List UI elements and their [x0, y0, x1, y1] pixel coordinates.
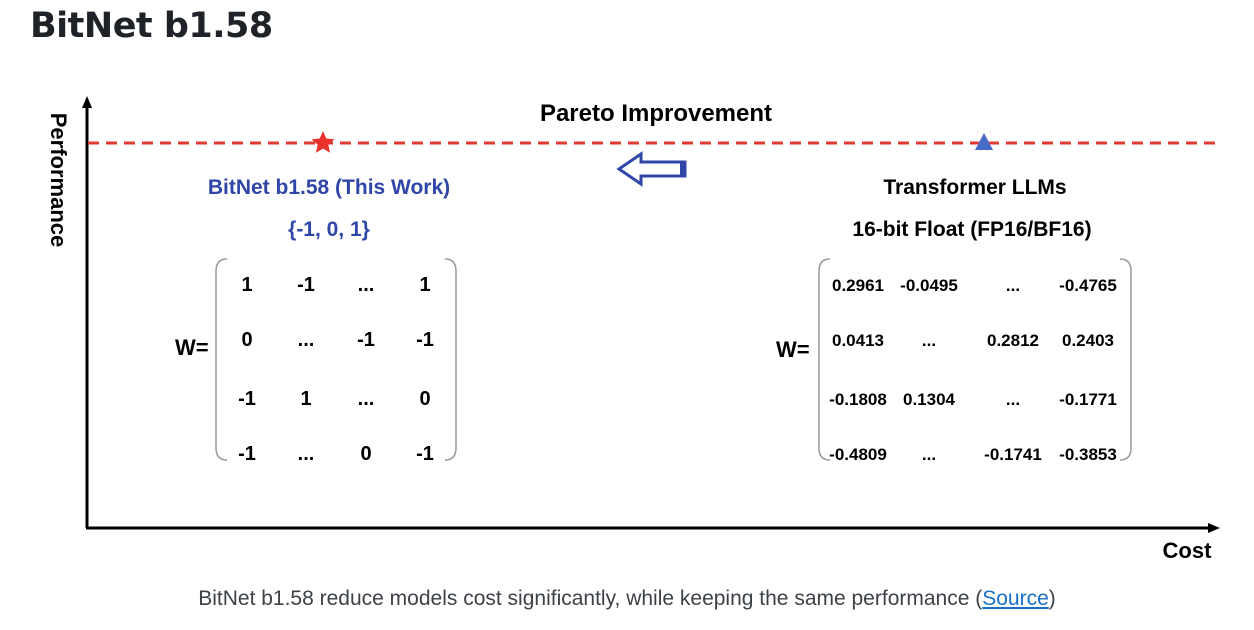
transformer-cell-r1c1: 0.2961 [832, 276, 884, 295]
transformer-triangle-marker [975, 133, 993, 150]
improvement-arrow-tail [680, 162, 686, 176]
bitnet-cell-r2c3: -1 [357, 329, 375, 351]
transformer-cell-r2c2: ... [922, 331, 936, 350]
transformer-cell-r3c2: 0.1304 [903, 390, 956, 409]
bitnet-cell-r4c1: -1 [238, 443, 256, 465]
bitnet-matrix-right-bracket [444, 258, 457, 461]
bitnet-cell-r2c2: ... [298, 329, 315, 351]
bitnet-cell-r2c1: 0 [241, 329, 252, 351]
bitnet-cell-r3c4: 0 [419, 388, 430, 410]
pareto-improvement-label: Pareto Improvement [540, 100, 772, 127]
bitnet-star-marker [311, 131, 335, 153]
source-link[interactable]: Source [982, 587, 1049, 610]
transformer-cell-r4c3: -0.1741 [984, 445, 1042, 464]
bitnet-w-label: W= [175, 335, 209, 360]
bitnet-values: {-1, 0, 1} [288, 218, 370, 241]
transformer-weight-matrix: 0.2961 -0.0495... -0.4765 0.0413... 0.2812 0.… [829, 276, 1117, 464]
transformer-w-label: W= [776, 337, 810, 362]
bitnet-cell-r1c2: -1 [297, 274, 315, 296]
transformer-cell-r1c2: -0.0495 [900, 276, 958, 295]
transformer-cell-r4c2: ... [922, 445, 936, 464]
transformer-cell-r3c1: -0.1808 [829, 390, 887, 409]
bitnet-cell-r3c2: 1 [300, 388, 311, 410]
bitnet-title: BitNet b1.58 (This Work) [208, 176, 450, 199]
figure-caption: BitNet b1.58 reduce models cost signific… [0, 587, 1254, 611]
transformer-cell-r2c1: 0.0413 [832, 331, 884, 350]
transformer-cell-r2c3: 0.2812 [987, 331, 1039, 350]
caption-close: ) [1048, 587, 1056, 610]
transformer-cell-r3c3: ... [1006, 390, 1020, 409]
x-axis-label: Cost [1163, 538, 1213, 563]
transformer-cell-r3c4: -0.1771 [1059, 390, 1117, 409]
bitnet-cell-r3c3: ... [358, 388, 375, 410]
bitnet-cell-r1c4: 1 [419, 274, 430, 296]
bitnet-cell-r1c1: 1 [241, 274, 252, 296]
transformer-cell-r2c4: 0.2403 [1062, 331, 1114, 350]
transformer-cell-r1c4: -0.4765 [1059, 276, 1117, 295]
x-axis-arrowhead [1208, 523, 1220, 533]
transformer-matrix-left-bracket [818, 258, 831, 461]
bitnet-cell-r2c4: -1 [416, 329, 434, 351]
transformer-cell-r4c4: -0.3853 [1059, 445, 1117, 464]
transformer-subtitle: 16-bit Float (FP16/BF16) [852, 218, 1091, 241]
bitnet-cell-r4c2: ... [298, 443, 315, 465]
bitnet-cell-r4c4: -1 [416, 443, 434, 465]
y-axis-label: Performance [46, 113, 71, 248]
pareto-diagram: Performance Cost Pareto Improvement BitN… [46, 96, 1220, 563]
y-axis-arrowhead [82, 96, 92, 108]
transformer-cell-r4c1: -0.4809 [829, 445, 887, 464]
bitnet-cell-r1c3: ... [358, 274, 375, 296]
improvement-arrow-icon [616, 151, 687, 187]
bitnet-cell-r3c1: -1 [238, 388, 256, 410]
transformer-title: Transformer LLMs [883, 176, 1066, 199]
page-title: BitNet b1.58 [30, 6, 273, 46]
bitnet-weight-matrix: 1 -1... 1 0... -1 -1 -1 1... 0 -1... 0 -1 [238, 274, 434, 465]
transformer-matrix-right-bracket [1119, 258, 1132, 461]
caption-text: BitNet b1.58 reduce models cost signific… [198, 587, 983, 610]
bitnet-matrix-left-bracket [215, 258, 228, 461]
bitnet-cell-r4c3: 0 [360, 443, 371, 465]
transformer-cell-r1c3: ... [1006, 276, 1020, 295]
